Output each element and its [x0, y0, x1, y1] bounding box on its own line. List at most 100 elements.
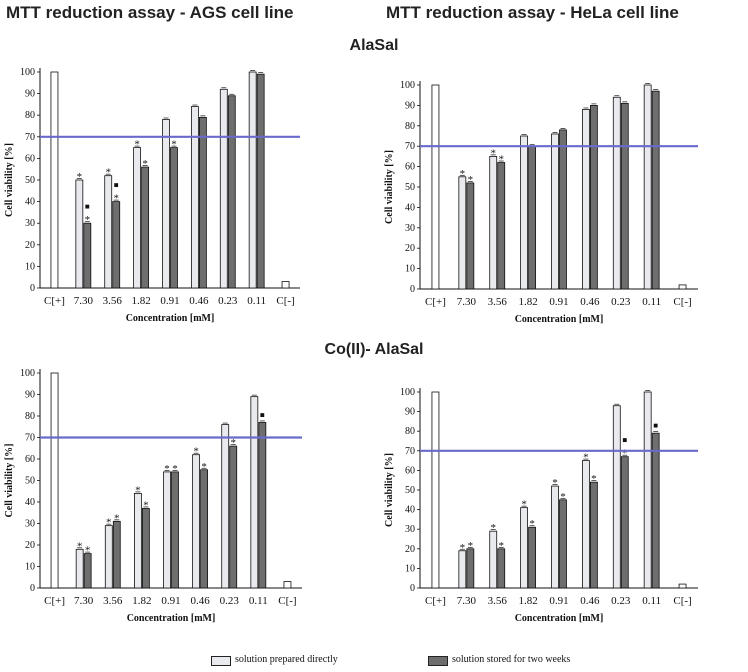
- x-tick-label: 0.11: [247, 295, 266, 307]
- bar-direct: [581, 109, 590, 290]
- x-tick-label: 0.11: [249, 595, 268, 607]
- y-axis-label: Cell viability [%]: [4, 143, 15, 217]
- significance-mark: *: [560, 491, 566, 503]
- y-tick-label: 80: [25, 110, 35, 121]
- co-alasal-section-title: Co(II)- AlaSal: [324, 341, 424, 358]
- x-tick-label: 7.30: [74, 595, 94, 607]
- y-tick-label: 100: [400, 80, 415, 91]
- x-tick-label: 0.11: [642, 595, 661, 607]
- bar-direct: [581, 460, 590, 589]
- bar-direct: [458, 176, 467, 290]
- bar-direct: [489, 155, 498, 290]
- significance-mark: *: [460, 168, 466, 180]
- significance-mark: *: [106, 517, 112, 529]
- significance-mark: ■: [85, 202, 90, 211]
- bar-stored: [497, 548, 506, 589]
- y-tick-label: 70: [405, 141, 415, 152]
- y-tick-label: 10: [25, 261, 35, 272]
- bar-direct: [551, 133, 559, 290]
- y-tick-label: 80: [25, 411, 35, 422]
- bar-direct: [489, 530, 498, 589]
- bar-direct: [643, 391, 652, 589]
- bar-stored: [620, 456, 629, 589]
- bar-stored: [258, 422, 267, 589]
- x-tick-label: 0.46: [580, 595, 600, 607]
- y-tick-label: 0: [30, 583, 35, 594]
- x-tick-label: C[+]: [44, 595, 65, 607]
- significance-mark: *: [490, 522, 496, 534]
- alasal-section-title: AlaSal: [349, 37, 399, 54]
- significance-mark: *: [171, 139, 177, 151]
- x-tick-label: 7.30: [74, 295, 94, 307]
- x-tick-label: 0.46: [190, 595, 210, 607]
- y-tick-label: 20: [405, 243, 415, 254]
- x-tick-label: 0.23: [611, 595, 631, 607]
- bar-stored: [112, 201, 121, 289]
- legend: solution prepared directly solution stor…: [0, 650, 748, 670]
- x-tick-label: 7.30: [457, 595, 477, 607]
- legend-swatch-direct: [211, 656, 231, 666]
- bar-stored: [589, 105, 598, 290]
- y-axis-label: Cell viability [%]: [4, 444, 15, 518]
- bar-stored: [651, 90, 660, 290]
- significance-mark: *: [105, 167, 111, 179]
- significance-mark: *: [85, 545, 91, 557]
- y-tick-label: 40: [25, 497, 35, 508]
- y-tick-label: 20: [405, 544, 415, 555]
- hela-title: MTT reduction assay - HeLa cell line: [386, 3, 679, 22]
- y-tick-label: 10: [25, 562, 35, 573]
- significance-mark: *: [164, 463, 170, 475]
- y-tick-label: 10: [405, 264, 415, 275]
- y-tick-label: 20: [25, 540, 35, 551]
- bar-stored: [497, 162, 506, 290]
- x-axis-label: Concentration [mM]: [515, 314, 604, 325]
- legend-label-stored: solution stored for two weeks: [452, 654, 571, 665]
- bar-direct: [643, 84, 652, 290]
- y-tick-label: 10: [405, 563, 415, 574]
- x-tick-label: 0.91: [549, 595, 568, 607]
- y-tick-label: 50: [405, 182, 415, 193]
- significance-mark: *: [172, 463, 178, 475]
- bar-stored: [227, 95, 236, 289]
- bar-direct: [612, 405, 621, 589]
- control-bar: [50, 71, 59, 289]
- control-bar: [431, 84, 440, 290]
- significance-mark: *: [77, 540, 83, 552]
- y-tick-label: 60: [25, 153, 35, 164]
- bar-stored: [528, 526, 537, 589]
- bar-direct: [162, 119, 170, 289]
- x-tick-label: 0.46: [580, 296, 600, 308]
- y-tick-label: 20: [25, 240, 35, 251]
- legend-label-direct: solution prepared directly: [235, 654, 338, 665]
- bar-stored: [466, 182, 475, 290]
- y-tick-label: 90: [405, 407, 415, 418]
- x-axis-label: Concentration [mM]: [126, 313, 215, 324]
- significance-mark: *: [498, 540, 504, 552]
- y-tick-label: 0: [30, 283, 35, 294]
- bar-direct: [250, 396, 259, 589]
- x-tick-label: C[-]: [276, 295, 294, 307]
- bar-direct: [104, 175, 113, 289]
- x-tick-label: 7.30: [457, 296, 477, 308]
- y-tick-label: 60: [405, 162, 415, 173]
- significance-mark: *: [552, 477, 558, 489]
- y-tick-label: 30: [25, 218, 35, 229]
- significance-mark: *: [134, 139, 140, 151]
- significance-mark: *: [143, 499, 149, 511]
- y-tick-label: 90: [25, 390, 35, 401]
- x-tick-label: C[+]: [425, 296, 446, 308]
- bar-stored: [229, 445, 238, 589]
- x-tick-label: 1.82: [132, 595, 151, 607]
- bar-stored: [171, 471, 179, 589]
- bar-direct: [520, 507, 529, 589]
- significance-mark: ■: [260, 410, 265, 419]
- x-axis-label: Concentration [mM]: [515, 613, 604, 624]
- control-bar: [281, 281, 290, 289]
- y-tick-label: 90: [25, 89, 35, 100]
- x-tick-label: 0.91: [160, 295, 179, 307]
- bar-direct: [192, 454, 201, 589]
- bar-direct: [75, 548, 84, 589]
- x-tick-label: 3.56: [103, 595, 123, 607]
